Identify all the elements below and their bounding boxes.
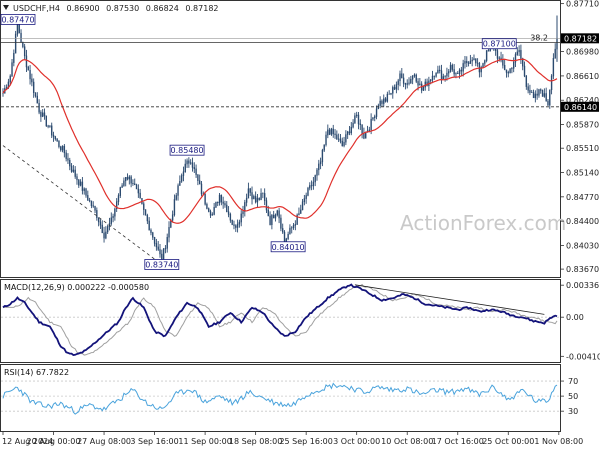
x-tick-label: 27 Aug 08:00	[77, 437, 131, 446]
rsi-panel-frame	[0, 364, 561, 432]
x-tick-label: 3 Oct 00:00	[333, 437, 380, 446]
price-tick-label: 0.86240	[566, 96, 599, 105]
price-annotation-label: 0.85480	[171, 146, 204, 155]
level-price-box-label: 0.86140	[564, 103, 597, 112]
x-tick-label: 11 Sep 00:00	[178, 437, 231, 446]
price-annotation-box	[481, 38, 517, 50]
price-annotation-label: 0.84010	[272, 243, 305, 252]
current-price-box-label: 0.87182	[564, 34, 597, 43]
macd-tick-label: 0.003361	[566, 281, 600, 290]
header-open: 0.86900	[67, 4, 100, 13]
x-tick-label: 18 Sep 08:00	[229, 437, 282, 446]
price-tick-label: 0.85510	[566, 144, 599, 153]
price-annotation-box	[0, 13, 36, 25]
x-tick-label: 3 Sep 16:00	[130, 437, 178, 446]
price-tick-label: 0.85870	[566, 121, 599, 130]
macd-tick-label: -0.004108	[566, 352, 600, 361]
price-candles	[2, 15, 558, 265]
price-tick-label: 0.86980	[566, 48, 599, 57]
symbol-name: USDCHF,H4	[13, 4, 60, 13]
price-lines: 38.2	[1, 33, 560, 265]
macd-y-axis: 0.003361 0.00 -0.004108	[560, 281, 600, 361]
macd-panel-frame	[0, 279, 561, 363]
x-tick-label: 25 Sep 16:00	[279, 437, 332, 446]
rsi-line	[2, 382, 558, 415]
price-annotation-box	[144, 259, 180, 270]
symbol-header: USDCHF,H4 0.86900 0.87530 0.86824 0.8718…	[3, 4, 219, 13]
moving-average-line	[2, 58, 558, 224]
rsi-title: RSI(14) 67.7822	[4, 368, 69, 377]
macd-lines	[1, 283, 560, 356]
macd-tick-label: 0.00	[566, 313, 584, 322]
rsi-tick-label: 30	[568, 407, 578, 416]
price-tick-label: 0.86610	[566, 72, 599, 81]
watermark-text: ActionForex.com	[400, 211, 566, 235]
fib-label: 38.2	[530, 33, 548, 42]
x-tick-label: 10 Oct 08:00	[381, 437, 433, 446]
rsi-lines	[1, 380, 560, 415]
x-tick-label: 12 Aug 2024	[2, 437, 53, 446]
rsi-tick-label: 50	[568, 392, 578, 401]
price-tick-label: 0.83670	[566, 265, 599, 274]
header-close: 0.87182	[185, 4, 218, 13]
price-annotation-box	[270, 241, 306, 253]
price-annotation-label: 0.83740	[145, 261, 178, 270]
price-tick-label: 0.84770	[566, 193, 599, 202]
price-tick-label: 0.87710	[566, 0, 599, 9]
macd-main-line	[2, 283, 558, 356]
level-price-box	[561, 101, 599, 112]
down-trend-line	[2, 145, 163, 265]
header-high: 0.87530	[106, 4, 139, 13]
x-tick-label: 25 Oct 00:00	[482, 437, 534, 446]
macd-trend-line	[354, 284, 545, 315]
macd-title: MACD(12,26,9) 0.000222 -0.000580	[4, 283, 149, 292]
x-tick-label: 20 Aug 00:00	[27, 437, 81, 446]
price-annotation-label: 0.87100	[483, 40, 516, 49]
price-y-axis: 0.87710 0.86980 0.86610 0.86240 0.85870 0.855…	[560, 0, 599, 274]
price-tick-label: 0.84400	[566, 217, 599, 226]
price-annotation-box	[169, 144, 205, 156]
x-tick-label: 17 Oct 16:00	[432, 437, 484, 446]
current-price-box	[561, 33, 599, 44]
price-tick-label: 0.84030	[566, 241, 599, 250]
price-annotation-label: 0.87470	[1, 15, 34, 24]
x-tick-label: 1 Nov 08:00	[534, 437, 583, 446]
price-panel-frame	[0, 0, 561, 278]
price-tick-label: 0.85140	[566, 169, 599, 178]
rsi-tick-label: 70	[568, 377, 578, 386]
macd-signal-line	[3, 283, 558, 356]
header-low: 0.86824	[146, 4, 179, 13]
price-annotations: 0.87470 0.85480 0.83740 0.84010 0.87100	[0, 13, 517, 270]
svg-text:USDCHF,H4 0.86900: USDCHF,H4 0.86900 0.87530 0.86824 0.8718…	[13, 4, 219, 13]
rsi-y-axis: 70 50 30	[560, 377, 578, 416]
collapse-triangle-icon[interactable]	[3, 5, 9, 10]
